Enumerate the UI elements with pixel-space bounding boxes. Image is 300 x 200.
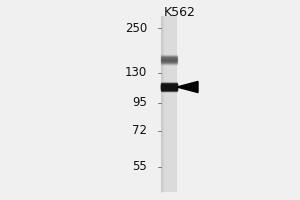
Text: K562: K562 — [164, 5, 196, 19]
Text: 72: 72 — [132, 124, 147, 138]
Bar — [160, 16, 177, 192]
Text: 55: 55 — [132, 160, 147, 173]
Text: 250: 250 — [125, 21, 147, 34]
Polygon shape — [177, 81, 198, 93]
Text: 130: 130 — [125, 66, 147, 79]
Text: 95: 95 — [132, 97, 147, 110]
